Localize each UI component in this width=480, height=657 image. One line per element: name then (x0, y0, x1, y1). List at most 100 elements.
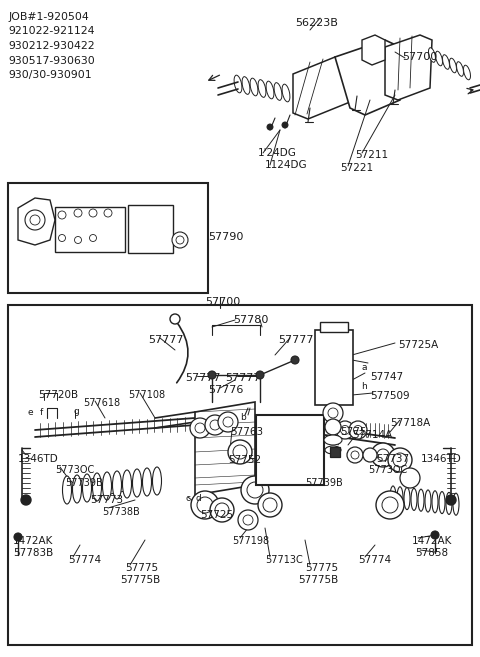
Text: g: g (73, 407, 79, 416)
Text: 57700: 57700 (402, 52, 437, 62)
Circle shape (241, 476, 269, 504)
Ellipse shape (404, 487, 410, 510)
Ellipse shape (411, 488, 417, 510)
Circle shape (176, 236, 184, 244)
Text: 57725A: 57725A (398, 340, 438, 350)
Text: 57774: 57774 (68, 555, 101, 565)
Text: f: f (82, 245, 85, 254)
Text: 57737: 57737 (376, 454, 409, 464)
Ellipse shape (397, 487, 403, 509)
Text: 930517-930630: 930517-930630 (8, 55, 95, 66)
Circle shape (243, 515, 253, 525)
Circle shape (190, 418, 210, 438)
Text: 577108: 577108 (128, 390, 165, 400)
Text: 577509: 577509 (370, 391, 409, 401)
Circle shape (195, 423, 205, 433)
Text: a: a (180, 215, 185, 224)
Text: b: b (240, 413, 246, 422)
Ellipse shape (456, 62, 464, 76)
Ellipse shape (425, 490, 431, 512)
Text: g: g (92, 245, 98, 254)
Text: 57725: 57725 (200, 510, 233, 520)
Text: c: c (185, 494, 190, 503)
Text: 57777: 57777 (225, 373, 261, 383)
Circle shape (363, 448, 377, 462)
Text: 57774: 57774 (358, 555, 391, 565)
Circle shape (233, 445, 247, 459)
Text: 57777: 57777 (110, 195, 145, 205)
Circle shape (238, 510, 258, 530)
Text: 1124DG: 1124DG (265, 160, 308, 170)
Text: f: f (40, 408, 43, 417)
Text: b: b (107, 245, 113, 254)
Polygon shape (362, 35, 385, 65)
Ellipse shape (250, 78, 258, 96)
Circle shape (323, 403, 343, 423)
Circle shape (208, 371, 216, 379)
Circle shape (388, 448, 412, 472)
Ellipse shape (464, 65, 470, 79)
Ellipse shape (258, 79, 266, 97)
Text: 5775: 5775 (340, 427, 367, 437)
Circle shape (74, 209, 82, 217)
Text: 57211: 57211 (355, 150, 388, 160)
Text: 921022-921124: 921022-921124 (8, 26, 95, 37)
Circle shape (172, 232, 188, 248)
Circle shape (377, 449, 389, 461)
Circle shape (282, 122, 288, 128)
Text: 57221: 57221 (340, 163, 373, 173)
Circle shape (291, 356, 299, 364)
Ellipse shape (143, 468, 152, 496)
Text: e: e (68, 245, 73, 254)
Text: 5773OC: 5773OC (368, 465, 407, 475)
Ellipse shape (324, 435, 342, 445)
Text: 1'24DG: 1'24DG (258, 148, 297, 158)
Circle shape (89, 235, 96, 242)
Text: 57777: 57777 (148, 335, 183, 345)
Bar (8, 305, 472, 645)
Circle shape (170, 314, 180, 324)
Ellipse shape (432, 491, 438, 513)
Text: 57777: 57777 (278, 335, 313, 345)
Text: 57776: 57776 (208, 385, 243, 395)
Circle shape (228, 440, 252, 464)
Text: 57775: 57775 (125, 563, 158, 573)
Circle shape (382, 497, 398, 513)
Ellipse shape (112, 471, 121, 499)
Ellipse shape (453, 493, 459, 515)
Text: 57718A: 57718A (390, 418, 430, 428)
Circle shape (210, 498, 234, 522)
Bar (256, 415, 324, 485)
Circle shape (30, 215, 40, 225)
Text: 57720B: 57720B (38, 390, 78, 400)
Text: e: e (28, 408, 34, 417)
Text: 57714A: 57714A (352, 430, 392, 440)
Circle shape (351, 451, 359, 459)
Polygon shape (195, 402, 255, 495)
Bar (330, 447, 340, 457)
Text: 57719B: 57719B (100, 273, 138, 283)
Text: 57739B: 57739B (305, 478, 343, 488)
Text: 577618: 577618 (83, 398, 120, 408)
Circle shape (58, 211, 66, 219)
Circle shape (336, 421, 354, 439)
Ellipse shape (443, 55, 449, 69)
Circle shape (400, 468, 420, 488)
Circle shape (349, 421, 367, 439)
Circle shape (340, 426, 349, 434)
Circle shape (197, 497, 213, 513)
Text: 57775: 57775 (18, 247, 49, 257)
Circle shape (393, 453, 407, 467)
Circle shape (14, 533, 22, 541)
Circle shape (431, 531, 439, 539)
Circle shape (74, 237, 82, 244)
Bar (320, 322, 348, 332)
Circle shape (328, 408, 338, 418)
Ellipse shape (132, 469, 142, 497)
Text: 57739B: 57739B (22, 258, 60, 268)
Polygon shape (385, 35, 432, 100)
Ellipse shape (234, 75, 242, 93)
Text: 57775B: 57775B (298, 575, 338, 585)
Text: 57739B: 57739B (155, 237, 193, 247)
Circle shape (59, 235, 65, 242)
